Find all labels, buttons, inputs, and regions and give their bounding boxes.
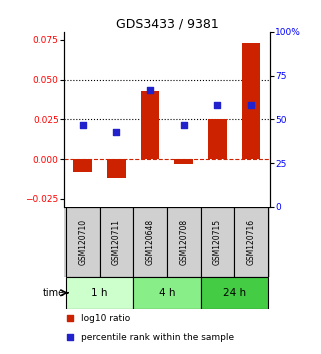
Bar xyxy=(175,159,193,164)
Bar xyxy=(242,43,260,159)
Bar xyxy=(141,91,159,159)
Point xyxy=(80,122,85,127)
Bar xyxy=(201,277,268,309)
Bar xyxy=(208,119,227,159)
Bar xyxy=(133,277,201,309)
Title: GDS3433 / 9381: GDS3433 / 9381 xyxy=(116,18,218,31)
Bar xyxy=(107,159,126,178)
Text: log10 ratio: log10 ratio xyxy=(81,314,130,323)
Bar xyxy=(100,207,133,277)
Bar xyxy=(66,207,100,277)
Text: 24 h: 24 h xyxy=(223,288,246,298)
Text: GSM120716: GSM120716 xyxy=(247,219,256,265)
Text: 4 h: 4 h xyxy=(159,288,175,298)
Text: GSM120715: GSM120715 xyxy=(213,219,222,265)
Point xyxy=(248,103,254,108)
Text: time: time xyxy=(42,288,65,298)
Point xyxy=(181,122,186,127)
Bar xyxy=(167,207,201,277)
Point xyxy=(68,335,73,340)
Text: GSM120708: GSM120708 xyxy=(179,219,188,265)
Point xyxy=(114,129,119,135)
Text: percentile rank within the sample: percentile rank within the sample xyxy=(81,333,234,342)
Bar xyxy=(66,277,133,309)
Bar xyxy=(74,159,92,172)
Text: GSM120648: GSM120648 xyxy=(146,219,155,265)
Point xyxy=(215,103,220,108)
Text: GSM120710: GSM120710 xyxy=(78,219,87,265)
Text: 1 h: 1 h xyxy=(91,288,108,298)
Point xyxy=(148,87,153,92)
Bar xyxy=(201,207,234,277)
Text: GSM120711: GSM120711 xyxy=(112,219,121,265)
Bar xyxy=(234,207,268,277)
Bar xyxy=(133,207,167,277)
Point xyxy=(68,315,73,321)
